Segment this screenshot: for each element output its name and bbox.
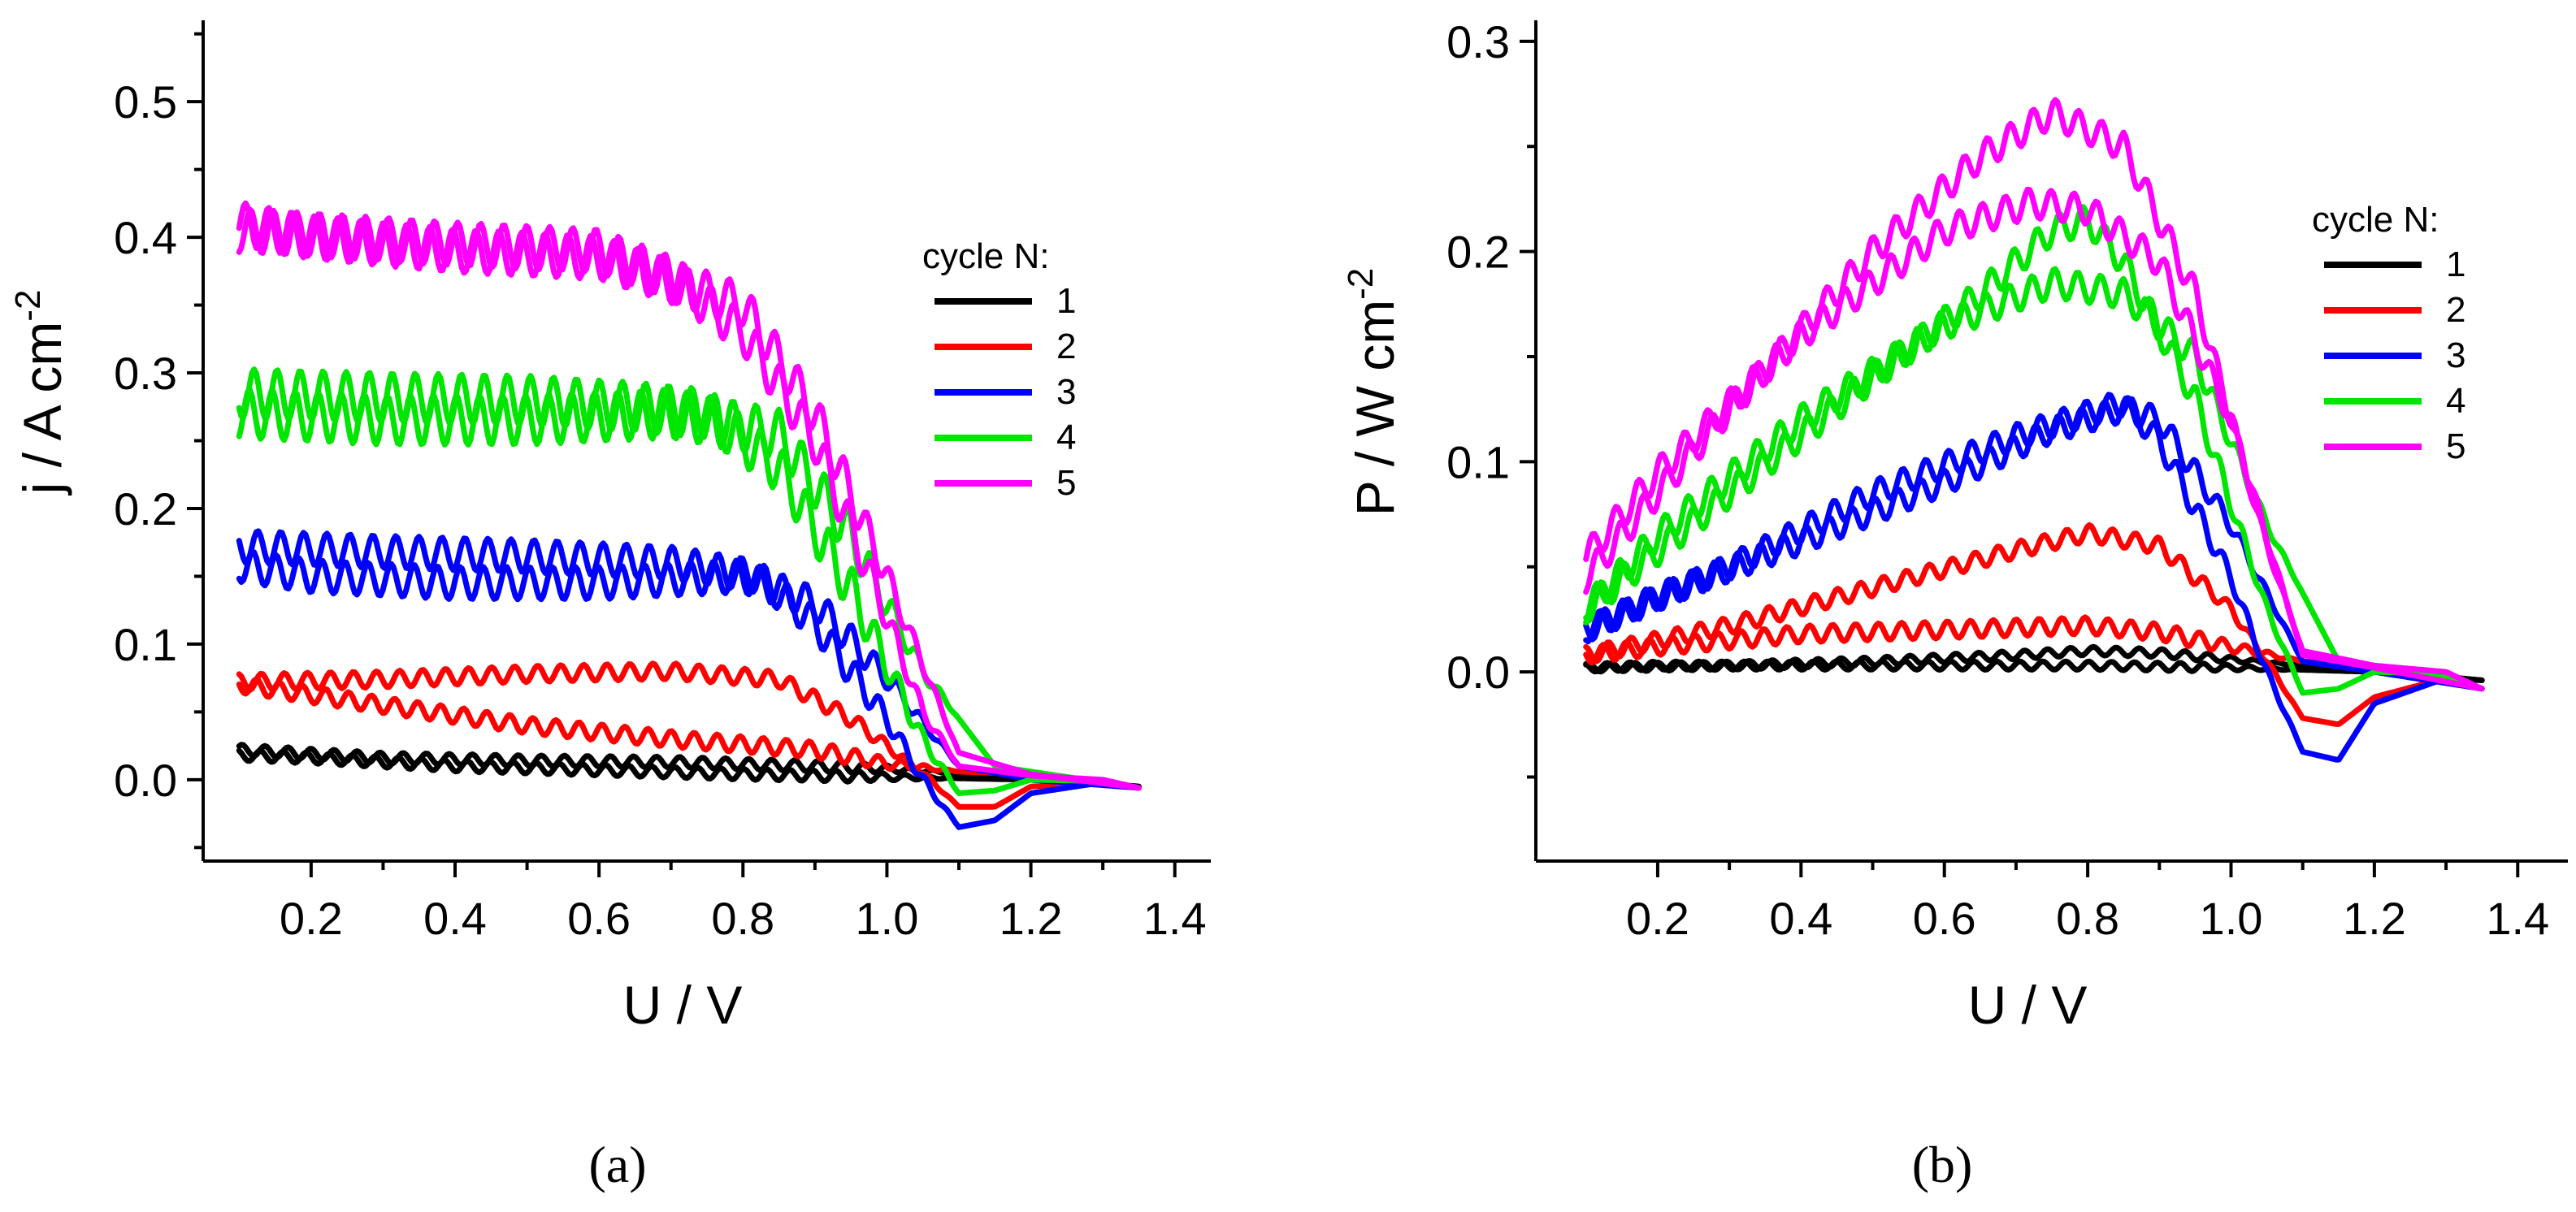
y-tick-label: 0.3 [1446,16,1510,67]
panel-label: (a) [588,1136,646,1193]
series-1-reverse-line [1583,658,2485,683]
series-1-reverse-line [236,747,1142,790]
x-tick-label: 0.4 [1769,893,1832,944]
y-tick-label: 0.0 [1446,647,1510,698]
x-tick-label: 0.8 [2056,893,2119,944]
legend-label-2: 2 [1056,327,1076,366]
y-tick-label: 0.5 [114,76,177,128]
legend-label-3: 3 [1056,372,1076,412]
series-4-reverse-line [236,387,1142,791]
y-tick-label: 0.2 [1446,227,1510,278]
legend-label-1: 1 [1056,281,1076,321]
series-2-forward-line [1583,522,2485,727]
x-tick-label: 0.8 [711,893,774,944]
y-tick-label: 0.2 [114,483,177,535]
series-4-reverse-line [1583,266,2485,692]
series-2-reverse-line [1583,614,2485,692]
legend-label-3: 3 [2446,335,2465,375]
x-tick-label: 0.2 [1626,893,1689,944]
x-axis-title: U / V [1968,975,2088,1035]
y-axis-title: j / A cm-2 [8,290,72,496]
x-tick-label: 1.0 [2200,893,2263,944]
legend-label-4: 4 [2446,381,2465,421]
panel-a: 0.2 0.4 0.6 0.8 1.0 1.2 1.4 0.0 0.1 0.2 0.3 0.4 0.5 U… [8,20,1211,1193]
series-3-reverse-line [1583,395,2485,692]
legend-label-2: 2 [2446,290,2465,330]
series-5-forward-line [1583,97,2485,692]
x-tick-label: 0.4 [423,893,487,944]
x-tick-label: 0.2 [280,893,343,944]
panel-b: 0.2 0.4 0.6 0.8 1.0 1.2 1.4 0.0 0.1 0.2 0.3 U / V P … [1341,16,2568,1193]
x-tick-label: 1.0 [855,893,918,944]
y-tick-label: 0.1 [114,619,177,670]
series-2-forward-line [236,660,1142,810]
legend-label-5: 5 [1056,463,1076,503]
panel-label: (b) [1912,1136,1973,1193]
y-tick-label: 0.1 [1446,436,1510,487]
x-tick-label: 1.2 [2343,893,2406,944]
x-axis-title: U / V [623,975,743,1035]
series-5-reverse-line [236,200,1142,791]
x-tick-label: 0.6 [1913,893,1976,944]
x-tick-label: 1.2 [1000,893,1063,944]
x-tick-label: 1.4 [1143,893,1207,944]
legend-label-4: 4 [1056,418,1076,457]
y-tick-label: 0.3 [114,348,177,399]
legend-label-1: 1 [2446,245,2465,284]
x-tick-label: 1.4 [2486,893,2549,944]
legend-title: cycle N: [922,236,1049,276]
x-tick-label: 0.6 [567,893,631,944]
series-4-forward-line [1583,204,2485,696]
legend-title: cycle N: [2312,200,2439,240]
y-tick-label: 0.4 [114,212,177,263]
series-5-forward-line [236,206,1142,791]
y-tick-label: 0.0 [114,755,177,806]
y-axis-title: P / W cm-2 [1341,268,1405,517]
series-5-reverse-line [1583,186,2485,692]
legend-label-5: 5 [2446,426,2465,466]
